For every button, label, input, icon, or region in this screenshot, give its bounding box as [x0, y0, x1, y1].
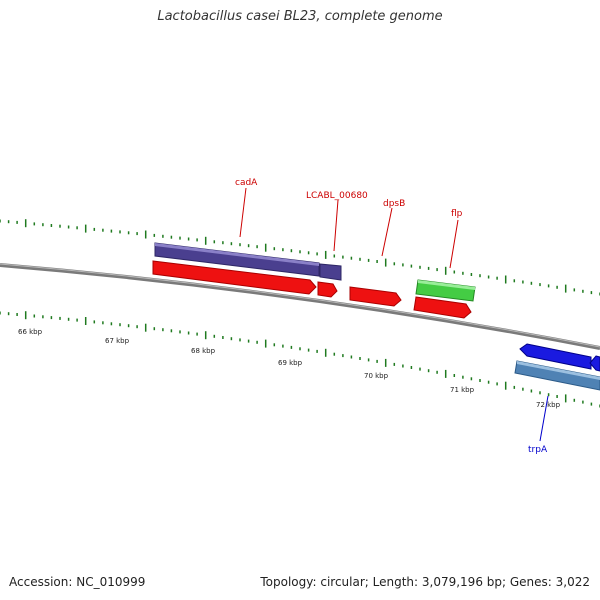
gene-trpA-steel-feature[interactable]: [514, 360, 600, 391]
scale-label-68kbp: 68 kbp: [191, 347, 216, 355]
gene-flp-highlight: [418, 280, 475, 290]
accession-text: Accession: NC_010999: [9, 575, 146, 589]
leader-line-lcabl-00680: [333, 199, 339, 252]
scale-label-71kbp: 71 kbp: [450, 386, 475, 394]
map-title: Lactobacillus casei BL23, complete genom…: [157, 9, 443, 24]
genome-backbone-highlight: [0, 263, 600, 348]
leader-line-flp: [449, 219, 459, 269]
genome-backbone: [0, 263, 600, 350]
scale-label-67kbp: 67 kbp: [105, 337, 130, 345]
leader-line-trpA: [539, 395, 549, 442]
gene-cadA-highlight: [155, 243, 319, 266]
cds-flp-arrow[interactable]: [413, 296, 472, 319]
leader-line-dpsB: [381, 207, 393, 257]
gene-label-flp[interactable]: flp: [451, 209, 463, 219]
lower-tick-row: [0, 311, 600, 408]
scale-label-66kbp: 66 kbp: [18, 328, 43, 336]
leader-line-cadA: [239, 187, 247, 238]
gene-lcabl-00680-feature[interactable]: [319, 263, 342, 281]
cds-dpsB-arrow[interactable]: [349, 286, 402, 307]
gene-label-dpsB[interactable]: dpsB: [383, 199, 405, 209]
gene-label-lcabl-00680[interactable]: LCABL_00680: [306, 191, 368, 201]
gene-next-blue-arrow[interactable]: [589, 355, 600, 372]
genome-summary-text: Topology: circular; Length: 3,079,196 bp…: [260, 575, 590, 589]
cds-cadA-arrow[interactable]: [152, 260, 317, 295]
gene-trpA-steel-highlight: [517, 361, 600, 380]
cds-lcabl-00680-arrow[interactable]: [317, 281, 338, 298]
gene-trpA-blue-arrow[interactable]: [519, 343, 592, 370]
gene-label-cadA[interactable]: cadA: [235, 178, 258, 188]
scale-label-69kbp: 69 kbp: [278, 359, 303, 367]
scale-label-72kbp: 72 kbp: [536, 401, 561, 409]
scale-label-70kbp: 70 kbp: [364, 372, 389, 380]
gene-label-trpA[interactable]: trpA: [528, 445, 548, 455]
upper-tick-row: [0, 219, 600, 296]
